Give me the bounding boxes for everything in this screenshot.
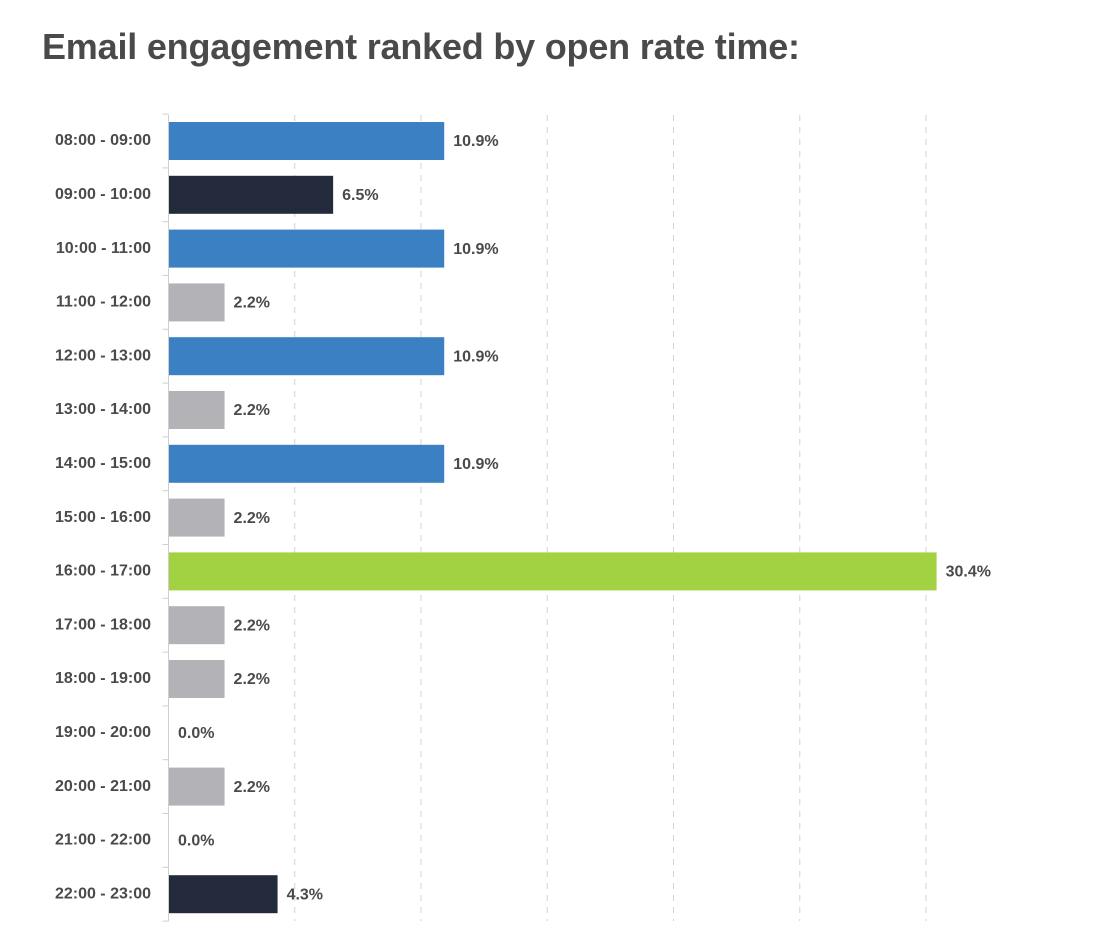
bar-17-00-18-00 bbox=[169, 606, 225, 645]
value-label: 10.9% bbox=[453, 133, 498, 150]
value-label: 10.9% bbox=[453, 241, 498, 258]
value-label: 2.2% bbox=[234, 617, 270, 634]
bars bbox=[169, 122, 937, 914]
category-label: 18:00 - 19:00 bbox=[55, 670, 151, 687]
value-label: 6.5% bbox=[342, 187, 378, 204]
category-label: 19:00 - 20:00 bbox=[55, 724, 151, 741]
category-label: 22:00 - 23:00 bbox=[55, 885, 151, 902]
bar-20-00-21-00 bbox=[169, 767, 225, 806]
category-label: 09:00 - 10:00 bbox=[55, 186, 151, 203]
bar-12-00-13-00 bbox=[169, 337, 445, 376]
category-label: 12:00 - 13:00 bbox=[55, 347, 151, 364]
category-label: 16:00 - 17:00 bbox=[55, 563, 151, 580]
value-label: 2.2% bbox=[234, 779, 270, 796]
bar-16-00-17-00 bbox=[169, 552, 937, 591]
bar-10-00-11-00 bbox=[169, 229, 445, 268]
value-label: 2.2% bbox=[234, 402, 270, 419]
category-label: 20:00 - 21:00 bbox=[55, 778, 151, 795]
value-label: 2.2% bbox=[234, 295, 270, 312]
value-label: 10.9% bbox=[453, 456, 498, 473]
category-label: 13:00 - 14:00 bbox=[55, 401, 151, 418]
bar-09-00-10-00 bbox=[169, 175, 334, 214]
value-label: 30.4% bbox=[946, 564, 991, 581]
bar-13-00-14-00 bbox=[169, 391, 225, 429]
value-label: 2.2% bbox=[234, 510, 270, 527]
category-label: 08:00 - 09:00 bbox=[55, 132, 151, 149]
category-label: 17:00 - 18:00 bbox=[55, 616, 151, 633]
category-label: 21:00 - 22:00 bbox=[55, 832, 151, 849]
chart-title: Email engagement ranked by open rate tim… bbox=[42, 26, 800, 67]
bar-11-00-12-00 bbox=[169, 283, 225, 322]
category-label: 10:00 - 11:00 bbox=[56, 240, 151, 257]
bar-22-00-23-00 bbox=[169, 875, 278, 914]
bar-15-00-16-00 bbox=[169, 498, 225, 537]
category-axis bbox=[162, 113, 169, 922]
category-label: 11:00 - 12:00 bbox=[56, 294, 151, 311]
bar-18-00-19-00 bbox=[169, 660, 225, 698]
value-label: 10.9% bbox=[453, 348, 498, 365]
bar-08-00-09-00 bbox=[169, 122, 445, 160]
bar-14-00-15-00 bbox=[169, 444, 445, 483]
category-label: 15:00 - 16:00 bbox=[55, 509, 151, 526]
value-label: 0.0% bbox=[178, 725, 214, 742]
value-label: 2.2% bbox=[234, 671, 270, 688]
labels: 08:00 - 09:00 10.9% 09:00 - 10:00 6.5% 10:00… bbox=[55, 132, 991, 903]
value-label: 0.0% bbox=[178, 833, 214, 850]
value-label: 4.3% bbox=[287, 886, 323, 903]
category-label: 14:00 - 15:00 bbox=[55, 455, 151, 472]
